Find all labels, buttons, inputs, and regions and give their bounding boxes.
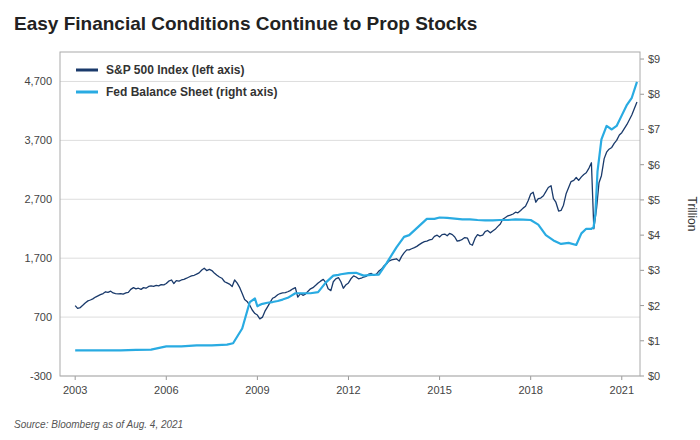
x-tick-label: 2003 bbox=[63, 384, 87, 396]
series-line bbox=[75, 82, 637, 350]
y2-tick bbox=[640, 340, 644, 341]
grid-line bbox=[60, 81, 640, 82]
y2-tick-label: $9 bbox=[648, 53, 660, 65]
y-tick-label: 1,700 bbox=[24, 252, 52, 264]
plot-area bbox=[75, 82, 637, 350]
y2-tick-label: $3 bbox=[648, 264, 660, 276]
grid bbox=[60, 81, 640, 376]
legend-swatch bbox=[76, 69, 98, 72]
title: Easy Financial Conditions Continue to Pr… bbox=[14, 13, 477, 34]
y2-tick-label: $7 bbox=[648, 123, 660, 135]
x-tick bbox=[439, 376, 440, 380]
y2-tick-label: $8 bbox=[648, 88, 660, 100]
y2-tick bbox=[640, 199, 644, 200]
y2-tick bbox=[640, 305, 644, 306]
legend-swatch bbox=[76, 91, 98, 94]
x-tick-label: 2015 bbox=[427, 384, 451, 396]
y2-tick-label: $6 bbox=[648, 159, 660, 171]
y2-tick bbox=[640, 235, 644, 236]
y-tick-label: 2,700 bbox=[24, 193, 52, 205]
y2-tick bbox=[640, 164, 644, 165]
y2-tick-label: $1 bbox=[648, 335, 660, 347]
y-tick-label: 700 bbox=[34, 311, 52, 323]
x-tick bbox=[621, 376, 622, 380]
legend-label: S&P 500 Index (left axis) bbox=[106, 63, 245, 77]
y2-tick bbox=[640, 270, 644, 271]
x-tick bbox=[348, 376, 349, 380]
x-tick-label: 2006 bbox=[154, 384, 178, 396]
x-tick-label: 2009 bbox=[245, 384, 269, 396]
y2-tick-label: $2 bbox=[648, 300, 660, 312]
series-line bbox=[75, 102, 637, 319]
x-tick bbox=[75, 376, 76, 380]
legend: S&P 500 Index (left axis) Fed Balance She… bbox=[76, 63, 277, 99]
annotation: Source: Bloomberg as of Aug. 4, 2021 bbox=[14, 419, 183, 430]
y2-tick-label: $5 bbox=[648, 194, 660, 206]
x-tick bbox=[257, 376, 258, 380]
y2-tick bbox=[640, 94, 644, 95]
y2-tick bbox=[640, 376, 644, 377]
x-tick bbox=[530, 376, 531, 380]
y2-tick bbox=[640, 59, 644, 60]
x-tick bbox=[166, 376, 167, 380]
grid-line bbox=[60, 317, 640, 318]
grid-line bbox=[60, 140, 640, 141]
y2-tick-label: $0 bbox=[648, 370, 660, 382]
x-tick-label: 2021 bbox=[610, 384, 634, 396]
legend-label: Fed Balance Sheet (right axis) bbox=[106, 85, 277, 99]
chart: Easy Financial Conditions Continue to Pr… bbox=[0, 0, 700, 440]
y-tick-label: -300 bbox=[30, 370, 52, 382]
y2-axis-label: Trillion bbox=[685, 197, 699, 232]
y2-tick-label: $4 bbox=[648, 229, 660, 241]
grid-line bbox=[60, 258, 640, 259]
y-tick-label: 4,700 bbox=[24, 75, 52, 87]
y2-tick bbox=[640, 129, 644, 130]
y-tick-label: 3,700 bbox=[24, 134, 52, 146]
x-tick-label: 2012 bbox=[336, 384, 360, 396]
plot-frame bbox=[60, 52, 640, 376]
x-tick-label: 2018 bbox=[518, 384, 542, 396]
